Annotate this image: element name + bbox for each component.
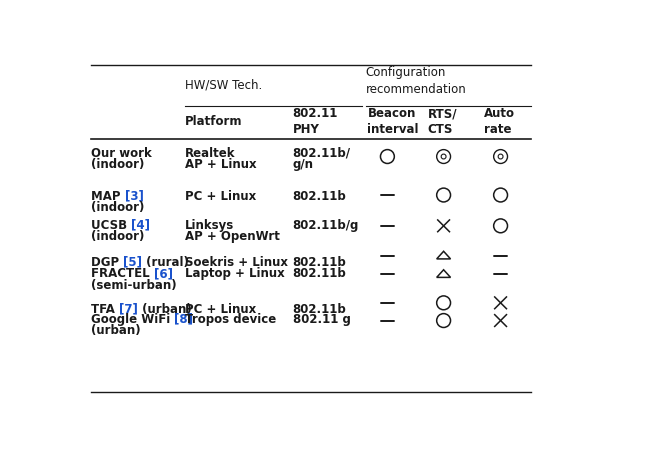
Text: [8]: [8]	[174, 313, 194, 326]
Text: [7]: [7]	[119, 303, 138, 316]
Text: AP + OpenWrt: AP + OpenWrt	[185, 230, 280, 244]
Text: (rural): (rural)	[142, 256, 189, 269]
Text: (urban): (urban)	[138, 303, 192, 316]
Text: 802.11b: 802.11b	[293, 267, 346, 281]
Text: MAP: MAP	[91, 189, 124, 202]
Text: Realtek: Realtek	[185, 147, 235, 160]
Text: FRACTEL: FRACTEL	[91, 267, 154, 281]
Text: 802.11b: 802.11b	[293, 256, 346, 269]
Text: (semi-urban): (semi-urban)	[91, 279, 177, 292]
Text: PC + Linux: PC + Linux	[185, 303, 256, 316]
Text: g/n: g/n	[293, 158, 314, 171]
Text: 802.11b: 802.11b	[293, 303, 346, 316]
Text: (urban): (urban)	[91, 324, 140, 337]
Text: (indoor): (indoor)	[91, 201, 144, 214]
Text: Our work: Our work	[91, 147, 152, 160]
Text: Configuration
recommendation: Configuration recommendation	[366, 66, 467, 96]
Text: 802.11 g: 802.11 g	[293, 313, 350, 326]
Text: Linksys: Linksys	[185, 219, 234, 232]
Text: Beacon
interval: Beacon interval	[367, 107, 419, 136]
Text: PC + Linux: PC + Linux	[185, 189, 256, 202]
Text: (indoor): (indoor)	[91, 230, 144, 244]
Text: TFA: TFA	[91, 303, 119, 316]
Text: Auto
rate: Auto rate	[483, 107, 515, 136]
Text: DGP: DGP	[91, 256, 123, 269]
Text: Platform: Platform	[185, 115, 242, 129]
Text: [3]: [3]	[124, 189, 144, 202]
Text: [4]: [4]	[131, 219, 150, 232]
Text: 802.11b/g: 802.11b/g	[293, 219, 359, 232]
Text: AP + Linux: AP + Linux	[185, 158, 257, 171]
Text: RTS/
CTS: RTS/ CTS	[428, 107, 457, 136]
Text: 802.11
PHY: 802.11 PHY	[293, 107, 338, 136]
Text: Tropos device: Tropos device	[185, 313, 276, 326]
Text: UCSB: UCSB	[91, 219, 131, 232]
Text: [5]: [5]	[123, 256, 142, 269]
Text: Laptop + Linux: Laptop + Linux	[185, 267, 285, 281]
Text: HW/SW Tech.: HW/SW Tech.	[185, 78, 262, 92]
Text: (indoor): (indoor)	[91, 158, 144, 171]
Text: 802.11b: 802.11b	[293, 189, 346, 202]
Text: [6]: [6]	[154, 267, 173, 281]
Text: Google WiFi: Google WiFi	[91, 313, 174, 326]
Text: 802.11b/: 802.11b/	[293, 147, 350, 160]
Text: Soekris + Linux: Soekris + Linux	[185, 256, 288, 269]
